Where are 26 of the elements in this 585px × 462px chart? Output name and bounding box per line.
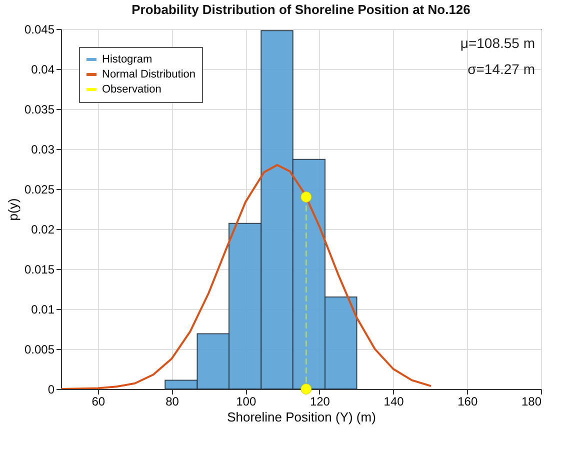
x-tick-label: 100 — [236, 394, 256, 408]
y-tick-label: 0.02 — [31, 222, 55, 236]
x-tick-label: 180 — [521, 394, 542, 408]
x-tick-label: 80 — [166, 394, 180, 408]
y-tick-label: 0.035 — [24, 102, 55, 116]
y-tick-label: 0.01 — [31, 302, 55, 316]
x-tick-label: 140 — [384, 394, 404, 408]
x-tick-label: 120 — [310, 394, 330, 408]
line-series — [61, 164, 432, 389]
y-tick-label: 0.005 — [24, 342, 55, 356]
y-tick-label: 0.025 — [24, 182, 55, 196]
y-axis-title: p(y) — [5, 198, 20, 221]
y-tick-label: 0.045 — [24, 22, 55, 36]
x-tick-label: 60 — [92, 394, 106, 408]
annotation: σ=14.27 m — [468, 61, 535, 77]
chart-title: Probability Distribution of Shoreline Position at No.126 — [132, 2, 470, 17]
legend-label: Histogram — [102, 54, 152, 66]
x-axis-title: Shoreline Position (Y) (m) — [227, 410, 376, 424]
x-tick-label: 160 — [458, 394, 478, 408]
y-tick-label: 0.03 — [31, 142, 55, 156]
y-tick-label: 0.015 — [24, 262, 55, 276]
legend-label: Normal Distribution — [102, 68, 196, 80]
y-tick-label: 0 — [48, 382, 55, 396]
y-tick-label: 0.04 — [31, 62, 55, 76]
legend-label: Observation — [102, 84, 162, 96]
annotation: μ=108.55 m — [460, 35, 535, 51]
